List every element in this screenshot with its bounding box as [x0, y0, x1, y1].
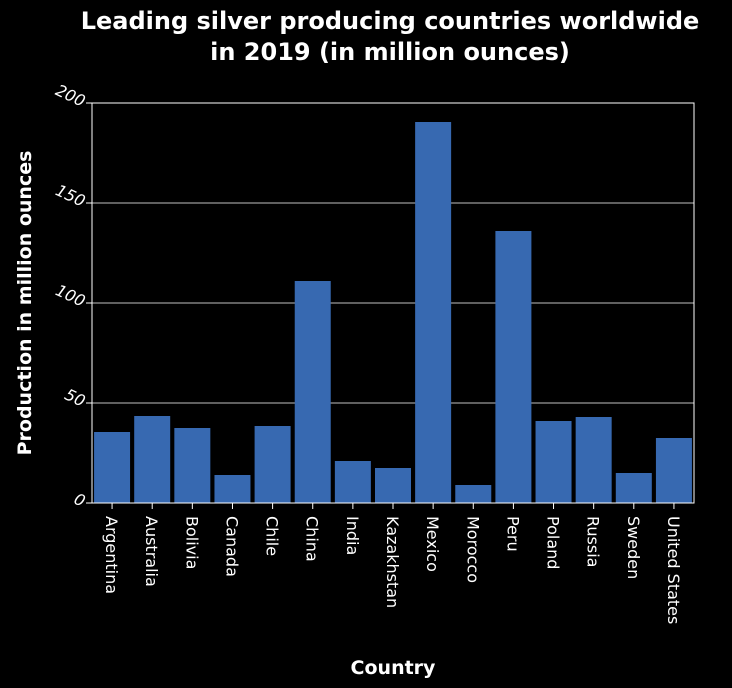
x-tick-label: Morocco [463, 516, 482, 583]
bar [575, 417, 612, 503]
bar [495, 231, 532, 503]
bar [615, 473, 652, 503]
x-tick-label: Chile [263, 516, 282, 556]
bar [415, 122, 452, 503]
x-tick-label: Bolivia [182, 516, 201, 569]
chart-title: Leading silver producing countries world… [0, 6, 732, 68]
y-tick-label: 100 [53, 280, 89, 310]
y-axis-ticks: 0 50 100 150 200 [53, 80, 92, 511]
x-tick-label: Peru [503, 516, 522, 552]
bar [655, 438, 692, 503]
x-tick-label: Argentina [102, 516, 121, 594]
x-tick-label: Poland [544, 516, 563, 569]
chart-title-line-1: Leading silver producing countries world… [80, 7, 700, 35]
x-axis-label: Country [351, 657, 437, 679]
x-tick-label: Sweden [624, 516, 643, 579]
y-tick-label: 50 [62, 385, 88, 411]
bar [214, 475, 251, 503]
x-tick-label: Mexico [423, 516, 442, 572]
x-tick-label: Kazakhstan [383, 516, 402, 608]
y-tick-label: 0 [71, 489, 88, 511]
x-tick-label: Russia [584, 516, 603, 567]
chart-title-line-2: in 2019 (in million ounces) [210, 38, 570, 66]
bar [375, 468, 411, 503]
x-tick-label: United States [664, 516, 683, 624]
x-tick-label: China [303, 516, 322, 562]
y-tick-label: 150 [53, 180, 89, 210]
bar [94, 432, 131, 503]
bar [134, 416, 171, 503]
x-tick-label: Australia [142, 516, 161, 587]
bar [535, 421, 572, 503]
bar [334, 461, 371, 503]
bars [94, 122, 692, 503]
x-tick-label: India [343, 516, 362, 555]
x-axis-ticks: Argentina Australia Bolivia Canada Chile Chin… [102, 503, 683, 624]
bar [174, 428, 211, 503]
x-tick-label: Canada [222, 516, 241, 577]
y-tick-label: 200 [53, 80, 89, 110]
bar [455, 485, 492, 503]
y-axis-label: Production in million ounces [14, 151, 36, 456]
bar [294, 281, 331, 503]
bar [254, 426, 291, 503]
